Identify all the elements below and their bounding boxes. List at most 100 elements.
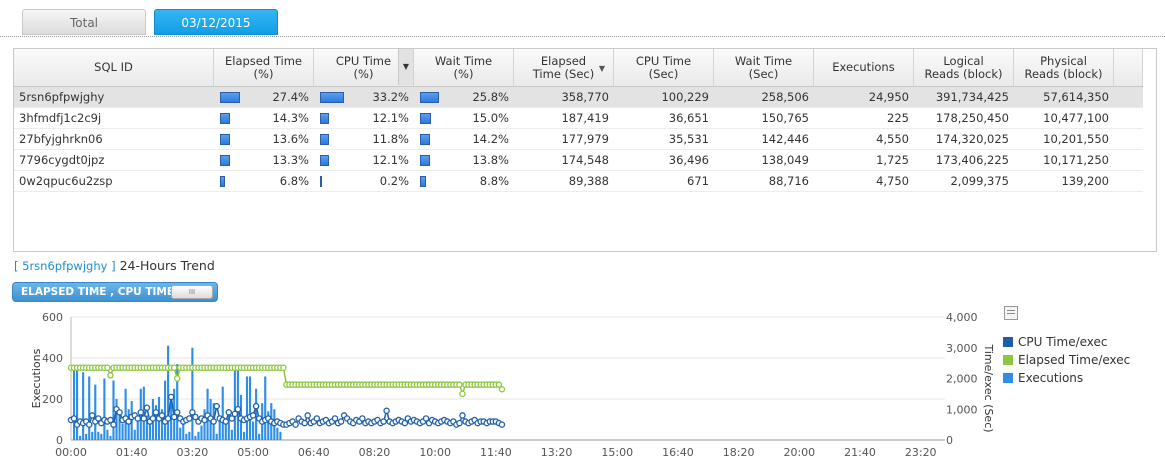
executions-bar: [224, 423, 227, 440]
cpu-per-exec-point: [137, 409, 145, 416]
cell-wait_pct: 13.8%: [414, 150, 514, 170]
elapsed-per-exec-point: [456, 381, 463, 388]
column-header-cpu_pct[interactable]: CPU Time (%) ▼: [314, 49, 414, 86]
percent-bar: [320, 113, 329, 124]
executions-bar: [279, 431, 282, 440]
cpu-per-exec-point: [313, 415, 321, 422]
tab-bar: Total 03/12/2015: [22, 9, 278, 35]
cpu-per-exec-point: [231, 410, 239, 418]
x-tick-label: 23:20: [905, 446, 937, 459]
cpu-per-exec-point: [88, 412, 96, 419]
percent-bar: [220, 134, 230, 145]
cell-value: 13.6%: [272, 132, 309, 146]
column-header-wait_sec[interactable]: Wait Time (Sec): [714, 49, 814, 86]
cpu-per-exec-point: [222, 418, 230, 425]
column-header-executions[interactable]: Executions: [814, 49, 914, 86]
tab-total[interactable]: Total: [22, 9, 146, 35]
cell-value: 14.2%: [472, 132, 509, 146]
executions-bar: [242, 431, 246, 440]
column-header-sql_id[interactable]: SQL ID: [14, 49, 214, 86]
export-icon[interactable]: [1004, 306, 1018, 320]
row-filler: [1114, 129, 1143, 149]
column-dropdown-icon[interactable]: ▼: [398, 49, 413, 85]
x-tick-label: 05:00: [237, 446, 269, 459]
cpu-per-exec-point: [383, 407, 390, 415]
cpu-per-exec-point: [134, 415, 142, 422]
cell-value: 8.8%: [479, 174, 509, 188]
cpu-per-exec-point: [192, 413, 199, 421]
executions-bar: [124, 388, 127, 440]
executions-bar: [109, 435, 112, 440]
cpu-per-exec-point: [143, 404, 151, 411]
cell-cpu_pct: 33.2%: [314, 87, 414, 107]
percent-bar: [420, 176, 426, 187]
table-header: SQL ID Elapsed Time (%) CPU Time (%) ▼ Wait …: [14, 49, 1143, 87]
percent-bar: [220, 113, 230, 124]
cpu-per-exec-point: [301, 419, 308, 427]
cell-cpu_pct: 12.1%: [314, 108, 414, 128]
elapsed-per-exec-point: [107, 372, 114, 379]
cpu-per-exec-point: [331, 415, 339, 422]
cell-wait_pct: 15.0%: [414, 108, 514, 128]
percent-bar: [220, 155, 230, 166]
trend-sql-id-link[interactable]: [ 5rsn6pfpwjghy ]: [14, 259, 116, 273]
trend-title: 24-Hours Trend: [119, 258, 215, 273]
header-filler: [1114, 49, 1143, 86]
column-header-elapsed_sec[interactable]: Elapsed Time (Sec) ▼: [514, 49, 614, 86]
cpu-per-exec-point: [210, 418, 217, 425]
y-right-tick-label: 4,000: [946, 311, 978, 324]
executions-bar: [170, 403, 173, 440]
cpu-per-exec-point: [359, 415, 366, 422]
column-header-label: CPU Time (Sec): [635, 53, 692, 81]
column-header-wait_pct[interactable]: Wait Time (%): [414, 49, 514, 86]
executions-bar: [88, 376, 91, 440]
legend-executions-label: Executions: [1018, 371, 1084, 385]
cell-value: 13.8%: [472, 153, 509, 167]
column-header-cpu_sec[interactable]: CPU Time (Sec): [614, 49, 714, 86]
executions-bar: [200, 425, 203, 440]
table-row[interactable]: 0w2qpuc6u2zsp 6.8% 0.2% 8.8% 89,388 671 88,716…: [14, 171, 1143, 192]
table-row[interactable]: 3hfmdfj1c2c9j 14.3% 12.1% 15.0% 187,419 36,65…: [14, 108, 1143, 129]
cell-wait_sec: 150,765: [761, 111, 809, 125]
executions-bar: [230, 429, 233, 440]
table-row[interactable]: 5rsn6pfpwjghy 27.4% 33.2% 25.8% 358,770 100,2…: [14, 87, 1143, 108]
cpu-per-exec-point: [380, 418, 387, 425]
executions-bar: [167, 345, 170, 440]
sort-desc-icon: ▼: [598, 64, 605, 73]
cpu-per-exec-point: [116, 409, 123, 416]
cell-logical: 2,099,375: [950, 174, 1009, 188]
executions-bar: [258, 433, 261, 440]
elapsed-per-exec-point: [459, 390, 466, 398]
metric-toggle[interactable]: ELAPSED TIME , CPU TIME III: [12, 282, 218, 302]
column-header-elapsed_pct[interactable]: Elapsed Time (%): [214, 49, 314, 86]
column-header-logical[interactable]: Logical Reads (block): [914, 49, 1014, 86]
cell-cpu_pct: 11.8%: [314, 129, 414, 149]
tab-date[interactable]: 03/12/2015: [154, 9, 278, 35]
cell-value: 0.2%: [379, 174, 409, 188]
toggle-knob[interactable]: III: [171, 285, 213, 299]
row-filler: [1114, 87, 1143, 107]
executions-bar: [191, 347, 194, 440]
executions-bar: [103, 378, 106, 440]
x-tick-label: 13:20: [541, 446, 573, 459]
elapsed-per-exec-point: [173, 375, 181, 382]
cell-wait_sec: 258,506: [761, 90, 809, 104]
cell-wait_pct: 8.8%: [414, 171, 514, 191]
cell-elapsed_sec: 177,979: [561, 132, 609, 146]
column-header-label: SQL ID: [94, 60, 133, 74]
legend-cpu: CPU Time/exec: [1003, 333, 1130, 351]
executions-bar: [145, 415, 148, 440]
cell-cpu_sec: 100,229: [661, 90, 709, 104]
percent-bar: [220, 92, 240, 103]
executions-bar: [176, 364, 179, 440]
table-row[interactable]: 27bfyjghrkn06 13.6% 11.8% 14.2% 177,979 35,53…: [14, 129, 1143, 150]
executions-bar: [164, 380, 167, 440]
cell-executions: 4,550: [876, 132, 909, 146]
percent-bar: [320, 155, 329, 166]
table-row[interactable]: 7796cygdt0jpz 13.3% 12.1% 13.8% 174,548 36,49…: [14, 150, 1143, 171]
cpu-per-exec-point: [456, 419, 463, 427]
cell-elapsed_sec: 89,388: [568, 174, 609, 188]
executions-bar: [267, 411, 270, 440]
trend-heading: [ 5rsn6pfpwjghy ] 24-Hours Trend: [14, 258, 215, 273]
column-header-physical[interactable]: Physical Reads (block): [1014, 49, 1114, 86]
